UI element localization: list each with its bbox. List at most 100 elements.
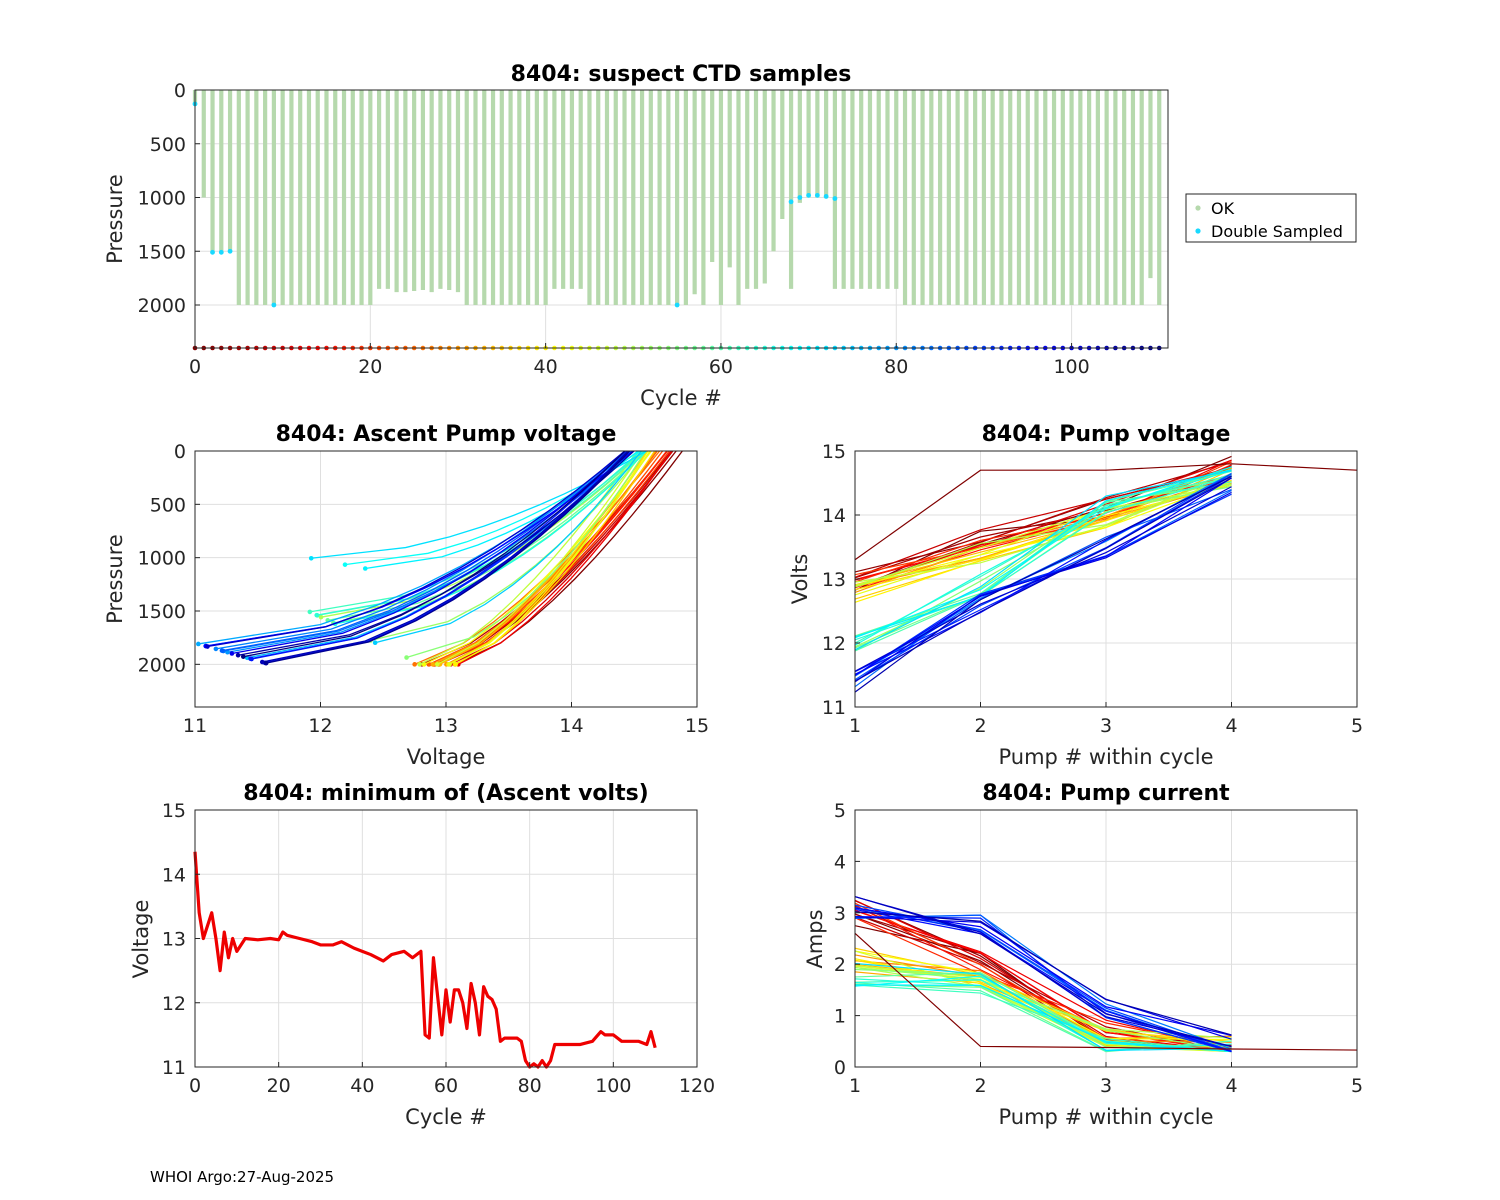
ctd-y-tick-label: 500 [150,134,186,156]
minv-series-line [193,851,657,1069]
ascent-bottom-point [263,660,269,666]
minv-x-tick-label: 0 [189,1075,201,1097]
minimum-ascent-volts-chart: 8404: minimum of (Ascent volts) 0 20 40 60 8… [129,781,715,1129]
ctd-double-sampled-point [823,194,829,199]
pumpc-line [854,984,1232,1053]
pumpv-line [854,483,1232,603]
ascent-bottom-point [372,640,378,646]
ctd-grid [194,89,1168,348]
ctd-double-sampled-points [192,101,838,308]
pumpv-line [854,461,1232,588]
ascent-profile-cycle-98 [231,450,626,655]
ascent-y-tick-label: 2000 [138,654,186,676]
pumpv-line [854,469,1232,651]
pumpc-y-label: Amps [803,909,827,968]
pumpc-x-tick-label: 2 [974,1075,986,1097]
minv-x-tick-label: 120 [679,1075,715,1097]
ctd-x-label: Cycle # [640,386,722,410]
ctd-x-tick-label: 20 [358,356,382,378]
pumpc-x-tick-label: 1 [849,1075,861,1097]
ascent-y-tick-label: 1000 [138,548,186,570]
minv-y-tick-label: 15 [162,800,186,822]
ascent-profile-cycle-102 [207,450,626,648]
ascent-bottom-point [318,614,324,620]
ascent-profile-cycle-36 [454,450,656,665]
ascent-bottom-point [412,662,417,667]
pumpv-outlier-line [854,463,1358,561]
pumpc-x-tick-label: 4 [1225,1075,1237,1097]
ctd-double-sampled-point [788,199,794,205]
pumpc-line [854,975,1232,1053]
pumpv-y-tick-label: 13 [822,569,846,591]
legend-double-label: Double Sampled [1211,222,1343,241]
ascent-x-tick-label: 15 [685,715,709,737]
ascent-profile-cycle-86 [221,450,628,652]
pumpc-line [854,917,1232,1049]
pumpc-x-tick-label: 5 [1351,1075,1363,1097]
pumpc-line [854,904,1232,1053]
ascent-profile-cycle-82 [215,450,626,650]
ascent-bottom-point [219,648,225,653]
ascent-profile-cycle-104 [262,450,629,663]
ascent-profile-cycle-46 [436,450,644,665]
pumpv-line [854,470,1232,637]
minv-x-tick-label: 40 [350,1075,374,1097]
ascent-bottom-point [259,659,265,665]
pumpv-line [854,476,1232,583]
ascent-tick-labels: 11 12 13 14 15 0 500 1000 1500 2000 [138,441,709,737]
pumpc-line [854,966,1232,1051]
ctd-y-tick-label: 1500 [138,241,186,263]
pumpc-line [854,950,1232,1041]
ascent-x-tick-label: 13 [434,715,458,737]
pumpc-outlier-line [854,932,1358,1051]
ascent-profiles [196,450,683,667]
minv-y-label: Voltage [129,900,153,979]
ascent-bottom-point [205,644,210,649]
ctd-double-sampled-point [797,195,803,200]
pumpc-line [854,907,1232,1037]
ascent-bottom-point [430,662,436,667]
ascent-bottom-point [447,662,452,667]
ascent-profile-cycle-108 [266,450,631,664]
minv-x-tick-label: 20 [267,1075,291,1097]
ctd-x-tick-label: 0 [189,356,201,378]
ascent-bottom-point [434,662,440,667]
pumpv-line [854,486,1232,672]
ascent-bottom-point [229,651,235,656]
ctd-y-label: Pressure [103,174,127,264]
ctd-axes-box [194,89,1169,349]
pumpc-chart-title: 8404: Pump current [982,781,1230,806]
ctd-double-sampled-point [227,248,233,254]
ascent-bottom-point [362,566,368,571]
pumpv-y-tick-label: 15 [822,441,846,463]
pumpc-line [854,962,1232,1052]
ascent-profile-cycle-66 [335,450,647,625]
ascent-profile-cycle-12 [458,450,672,665]
ascent-bottom-point [314,612,320,618]
ascent-bottom-point [307,609,313,615]
pumpv-grid [854,450,1358,708]
legend-box [1185,193,1357,243]
minv-tick-labels: 0 20 40 60 80 100 120 11 12 13 14 15 [162,800,715,1097]
pumpv-x-tick-label: 4 [1225,715,1237,737]
ctd-double-sampled-point [832,196,838,201]
ascent-y-label: Pressure [103,534,127,624]
pumpc-x-label: Pump # within cycle [999,1105,1214,1129]
ascent-profile-cycle-78 [198,450,631,645]
ascent-x-tick-label: 12 [308,715,332,737]
legend-ok-marker [1195,205,1201,211]
minv-y-tick-label: 12 [162,993,186,1015]
ctd-bars [192,90,1162,305]
pumpv-y-tick-label: 12 [822,633,846,655]
ctd-x-tick-label: 60 [709,356,733,378]
ctd-double-sampled-point [806,192,812,198]
pumpc-line [854,911,1232,1036]
pumpc-y-tick-label: 3 [834,903,846,925]
ctd-x-tick-label: 100 [1053,356,1089,378]
pumpc-y-tick-label: 4 [834,851,846,873]
